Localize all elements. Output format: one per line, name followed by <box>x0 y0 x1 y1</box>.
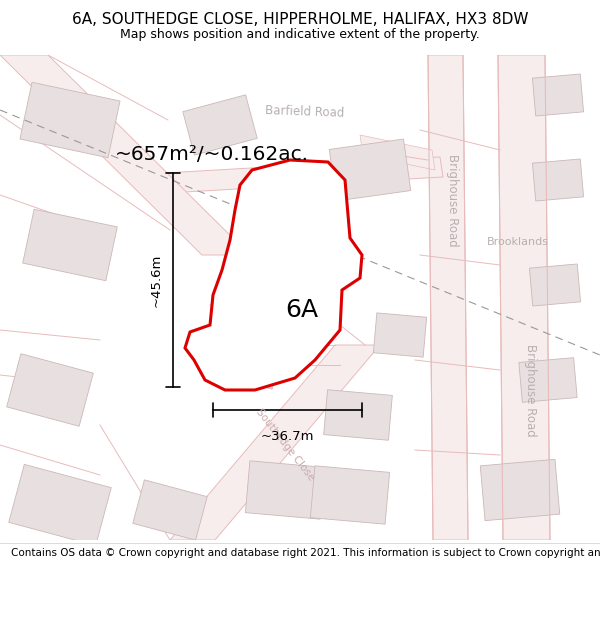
Text: Barfield Road: Barfield Road <box>265 104 345 120</box>
Polygon shape <box>360 135 435 170</box>
Polygon shape <box>9 464 111 546</box>
Polygon shape <box>170 345 380 540</box>
Polygon shape <box>183 95 257 155</box>
Text: Map shows position and indicative extent of the property.: Map shows position and indicative extent… <box>120 28 480 41</box>
Text: Southedge Close: Southedge Close <box>254 407 316 483</box>
Polygon shape <box>20 82 120 158</box>
Polygon shape <box>133 480 207 540</box>
Polygon shape <box>23 209 117 281</box>
Polygon shape <box>329 139 411 201</box>
Polygon shape <box>310 466 389 524</box>
Polygon shape <box>373 313 427 357</box>
Text: ~36.7m: ~36.7m <box>261 430 314 443</box>
Polygon shape <box>205 321 286 389</box>
Text: ~45.6m: ~45.6m <box>150 253 163 307</box>
Polygon shape <box>519 357 577 402</box>
Polygon shape <box>185 160 362 390</box>
Text: 6A: 6A <box>286 298 319 322</box>
Text: Brighouse Road: Brighouse Road <box>446 154 460 246</box>
Polygon shape <box>286 231 354 289</box>
Polygon shape <box>498 55 550 540</box>
Text: ~657m²/~0.162ac.: ~657m²/~0.162ac. <box>115 146 309 164</box>
Polygon shape <box>323 390 392 440</box>
Polygon shape <box>529 264 581 306</box>
Text: Brighouse Road: Brighouse Road <box>523 344 536 436</box>
Polygon shape <box>165 157 443 193</box>
Polygon shape <box>0 55 250 255</box>
Polygon shape <box>7 354 94 426</box>
Polygon shape <box>428 55 468 540</box>
Text: Brooklands: Brooklands <box>487 237 549 247</box>
Text: Contains OS data © Crown copyright and database right 2021. This information is : Contains OS data © Crown copyright and d… <box>11 549 600 559</box>
Polygon shape <box>532 159 584 201</box>
Text: 6A, SOUTHEDGE CLOSE, HIPPERHOLME, HALIFAX, HX3 8DW: 6A, SOUTHEDGE CLOSE, HIPPERHOLME, HALIFA… <box>72 12 528 27</box>
Polygon shape <box>245 461 325 519</box>
Polygon shape <box>532 74 584 116</box>
Polygon shape <box>480 459 560 521</box>
